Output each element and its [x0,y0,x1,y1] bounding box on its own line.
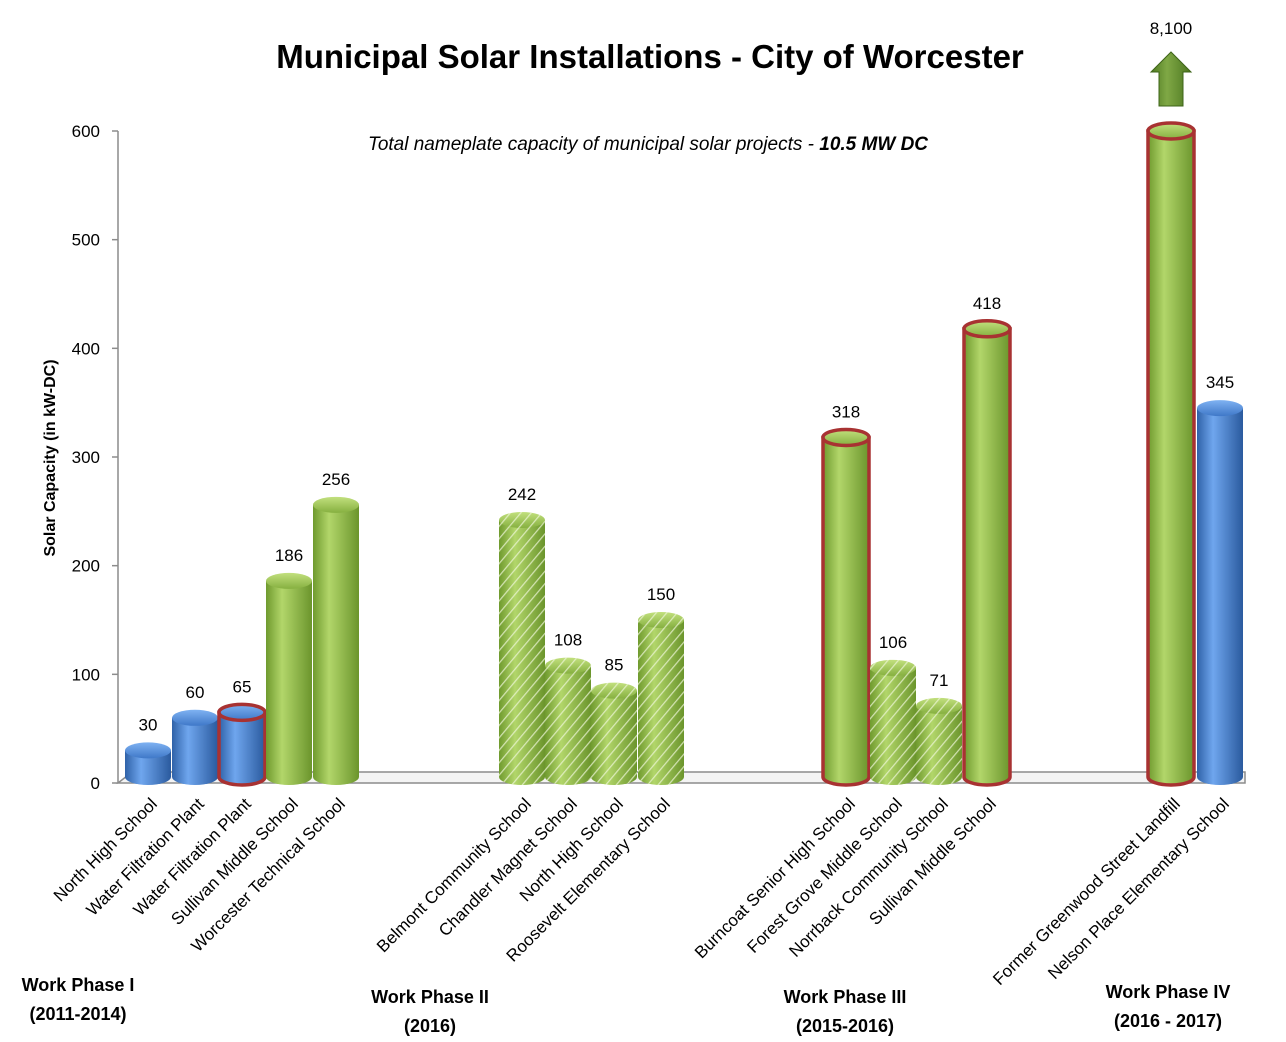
bar [638,612,684,785]
data-label: 318 [832,402,860,421]
bar [1146,121,1196,787]
data-label: 150 [647,585,675,604]
bar [821,427,871,787]
bar [125,742,171,785]
phase-name: Work Phase I [22,975,135,995]
bar-top [1146,121,1196,141]
subtitle-prefix: Total nameplate capacity of municipal so… [368,134,819,155]
bar-top-hatch [638,612,684,628]
data-label: 242 [508,485,536,504]
bar-top [172,709,218,726]
bar-body [1146,129,1196,787]
phase-years: (2015-2016) [796,1016,894,1036]
bar-top [1197,400,1243,417]
bar-hatch [638,620,684,785]
data-label: 65 [233,677,252,696]
bar-top [962,319,1012,339]
phase-years: (2011-2014) [29,1004,126,1024]
y-tick-label: 0 [91,774,100,793]
data-label: 106 [879,633,907,652]
category-label: Former Greenwood Street Landfill [989,794,1183,988]
bar-top [217,702,267,723]
data-label: 71 [930,671,949,690]
bar-body [313,504,359,785]
bar-top-hatch [591,682,637,699]
data-label: 108 [554,631,582,650]
subtitle-total: 10.5 MW DC [819,134,928,155]
bar [217,702,267,787]
bar-hatch [916,705,962,785]
data-label: 345 [1206,373,1234,392]
phase-years: (2016 - 2017) [1114,1011,1222,1031]
data-label: 85 [605,656,624,675]
bar-body [217,710,267,787]
bar-hatch [545,665,591,785]
bar [172,709,218,785]
y-tick-label: 300 [72,448,100,467]
bar-hatch [870,667,916,785]
bar-top [266,572,312,589]
y-axis-label: Solar Capacity (in kW-DC) [42,359,59,556]
bar [591,682,637,785]
bar-top-hatch [916,697,962,714]
bar-top [821,427,871,448]
bar [545,657,591,785]
data-label: 186 [275,546,303,565]
bar [962,319,1012,787]
data-label: 8,100 [1150,19,1193,38]
bar-top-hatch [545,657,591,674]
phase-years: (2016) [404,1016,456,1036]
bar-top-hatch [499,512,545,529]
bar [870,659,916,785]
bar [499,512,545,785]
bar [313,496,359,785]
y-tick-label: 500 [72,231,100,250]
data-label: 30 [139,715,158,734]
bar-top [125,742,171,759]
chart-subtitle: Total nameplate capacity of municipal so… [368,134,928,155]
off-scale-arrow [1149,51,1193,107]
bar-hatch [499,520,545,785]
bar-body [962,327,1012,787]
bar-hatch [591,690,637,785]
y-tick-label: 100 [72,665,100,684]
phase-name: Work Phase II [371,987,489,1007]
bar-body [266,580,312,785]
phase-name: Work Phase III [784,987,907,1007]
bar-body [821,435,871,787]
bars [125,121,1243,787]
y-tick-label: 200 [72,557,100,576]
data-label: 418 [973,294,1001,313]
bar-body [172,717,218,785]
y-tick-label: 600 [72,122,100,141]
bar-top-hatch [870,659,916,676]
chart-title: Municipal Solar Installations - City of … [276,38,1024,75]
bar [916,697,962,785]
bar-body [125,750,171,785]
category-label: Nelson Place Elementary School [1044,794,1232,982]
y-tick-label: 400 [72,339,100,358]
data-label: 60 [186,683,205,702]
data-label: 256 [322,470,350,489]
bar-top [313,496,359,513]
bar [266,572,312,785]
phase-name: Work Phase IV [1106,982,1231,1002]
bar-body [1197,408,1243,785]
bar [1197,400,1243,785]
